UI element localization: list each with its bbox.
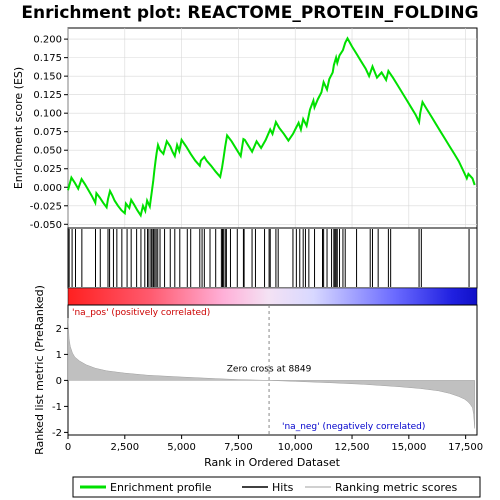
rank-color-bar (67, 287, 478, 306)
es-panel (67, 27, 478, 229)
es-y-tick-label: -0.050 (30, 220, 62, 231)
zero-cross-label: Zero cross at 8849 (227, 364, 312, 374)
legend-box (72, 476, 481, 498)
es-y-tick-label: 0.150 (33, 72, 62, 83)
legend-metric-label: Ranking metric scores (335, 481, 457, 494)
es-y-tick-label: 0.175 (33, 53, 62, 64)
metric-y-axis-label: Ranked list metric (PreRanked) (33, 285, 46, 455)
metric-panel (67, 304, 478, 436)
es-y-tick-label: 0.075 (33, 127, 62, 138)
chart-title: Enrichment plot: REACTOME_PROTEIN_FOLDIN… (21, 3, 478, 23)
es-y-tick-label: 0.050 (33, 146, 62, 157)
x-tick-label: 7,500 (224, 442, 253, 453)
es-y-tick-label: -0.025 (30, 201, 62, 212)
es-y-tick-label: 0.125 (33, 90, 62, 101)
x-tick-label: 0 (65, 442, 71, 453)
legend: Enrichment profile Hits Ranking metric s… (72, 476, 481, 498)
legend-hits-label: Hits (272, 481, 294, 494)
legend-enrichment-label: Enrichment profile (110, 481, 212, 494)
metric-y-tick-label: 0 (56, 376, 62, 387)
metric-y-tick-label: 2 (56, 324, 62, 335)
x-tick-label: 17,500 (448, 442, 483, 453)
positive-correlation-label: 'na_pos' (positively correlated) (72, 308, 210, 318)
es-y-tick-label: 0.000 (33, 183, 62, 194)
es-y-axis-label: Enrichment score (ES) (12, 67, 25, 189)
x-axis-label: Rank in Ordered Dataset (204, 456, 341, 469)
es-y-tick-label: 0.200 (33, 35, 62, 46)
x-tick-label: 12,500 (335, 442, 370, 453)
hits-panel (67, 227, 478, 289)
es-y-tick-label: 0.100 (33, 109, 62, 120)
x-tick-label: 2,500 (110, 442, 139, 453)
enrichment-profile-line (67, 36, 476, 218)
metric-y-tick-label: -1 (52, 402, 62, 413)
x-tick-label: 15,000 (391, 442, 426, 453)
metric-y-tick-label: 1 (56, 350, 62, 361)
x-tick-label: 10,000 (278, 442, 313, 453)
es-y-tick-label: 0.025 (33, 164, 62, 175)
ranking-metric-area (67, 317, 475, 429)
x-tick-label: 5,000 (167, 442, 196, 453)
negative-correlation-label: 'na_neg' (negatively correlated) (282, 422, 425, 432)
metric-y-tick-label: -2 (52, 428, 62, 439)
